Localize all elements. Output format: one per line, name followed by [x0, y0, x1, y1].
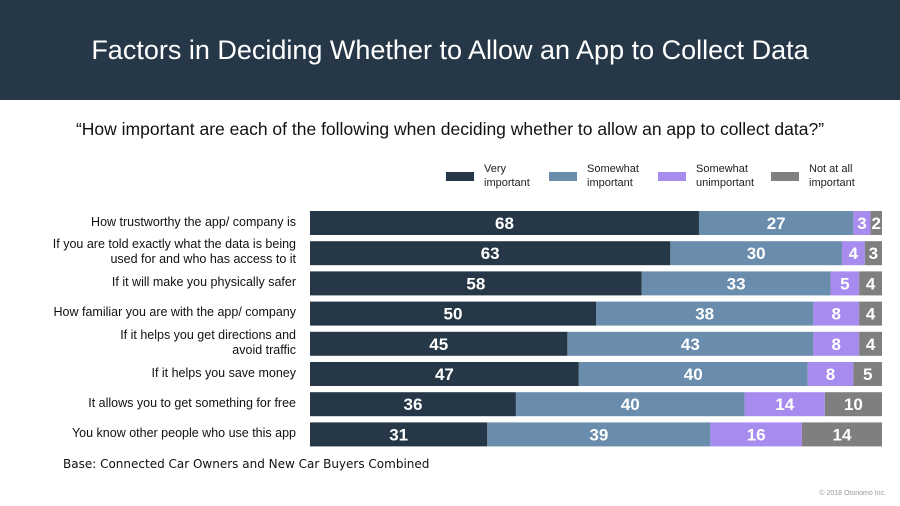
data-label: 58	[466, 274, 485, 293]
category-label: It allows you to get something for free	[88, 395, 296, 410]
data-label: 39	[589, 425, 608, 444]
chart-subtitle: “How important are each of the following…	[75, 119, 825, 139]
title-banner: Factors in Deciding Whether to Allow an …	[0, 0, 900, 100]
data-label: 14	[775, 395, 794, 414]
legend-swatch	[446, 172, 474, 181]
bar-segment	[813, 331, 860, 356]
data-label: 50	[444, 305, 463, 324]
data-label: 8	[832, 305, 841, 324]
base-footnote: Base: Connected Car Owners and New Car B…	[63, 457, 430, 471]
bar-segment	[596, 301, 814, 326]
bar-segment	[824, 392, 882, 417]
bar-segment	[841, 241, 865, 266]
data-label: 36	[403, 395, 422, 414]
bar-segment	[864, 241, 882, 266]
category-label: You know other people who use this app	[71, 425, 296, 440]
data-label: 5	[840, 274, 849, 293]
data-label: 38	[695, 305, 714, 324]
bar-segment	[310, 362, 579, 386]
bar-segment	[310, 271, 642, 296]
bar-segment	[813, 301, 860, 326]
data-label: 2	[872, 214, 881, 233]
bar-segment	[310, 241, 671, 266]
bar-segment	[567, 331, 814, 356]
legend-swatch	[658, 172, 686, 181]
data-label: 8	[832, 335, 841, 354]
data-label: 8	[826, 365, 835, 384]
data-label: 3	[869, 244, 878, 263]
data-label: 68	[495, 214, 514, 233]
bar-segment	[807, 362, 854, 386]
bar-segment	[670, 241, 842, 266]
data-label: 45	[429, 335, 448, 354]
data-label: 31	[389, 425, 408, 444]
category-label: If it helps you get directions and avoid…	[120, 327, 296, 357]
bar-segment	[310, 301, 596, 326]
bar-segment	[641, 271, 831, 296]
legend-label: Somewhat important	[587, 163, 639, 189]
bar-segment	[853, 211, 871, 235]
data-label: 33	[727, 274, 746, 293]
bar-segment	[801, 422, 882, 447]
category-label: If it will make you physically safer	[111, 274, 296, 289]
bar-segment	[710, 422, 802, 447]
data-label: 40	[621, 395, 640, 414]
data-label: 16	[747, 425, 766, 444]
legend-item: Not at all important	[771, 162, 889, 190]
data-label: 47	[435, 365, 454, 384]
data-label: 30	[747, 244, 766, 263]
legend-label: Somewhat unimportant	[696, 163, 755, 189]
legend-swatch	[771, 172, 799, 181]
legend-item: Somewhat important	[549, 162, 667, 190]
data-label: 4	[849, 244, 859, 263]
category-label: How trustworthy the app/ company is	[91, 214, 296, 229]
data-label: 5	[863, 365, 872, 384]
bar-segment	[310, 392, 516, 417]
bar-segment	[870, 211, 882, 235]
bar-segment	[698, 211, 854, 235]
category-label: If it helps you save money	[151, 365, 296, 380]
data-label: 40	[684, 365, 703, 384]
bar-segment	[859, 301, 882, 326]
bar-segment	[310, 211, 699, 235]
data-label: 14	[832, 425, 851, 444]
category-label: If you are told exactly what the data is…	[52, 237, 296, 267]
data-label: 27	[767, 214, 786, 233]
data-label: 10	[844, 395, 863, 414]
copyright-text: © 2018 Otonomo Inc.	[819, 490, 886, 497]
bar-segment	[859, 331, 882, 356]
bar-segment	[487, 422, 711, 447]
data-label: 4	[866, 305, 876, 324]
bar-segment	[830, 271, 860, 296]
bar-segment	[853, 362, 882, 386]
data-label: 4	[866, 274, 876, 293]
data-label: 4	[866, 335, 876, 354]
bar-segment	[744, 392, 825, 417]
bar-segment	[578, 362, 808, 386]
page-title: Factors in Deciding Whether to Allow an …	[91, 34, 809, 65]
legend-label: Not at all important	[809, 163, 855, 189]
data-label: 63	[481, 244, 500, 263]
legend-swatch	[549, 172, 577, 181]
data-label: 3	[857, 214, 866, 233]
legend-item: Very important	[446, 162, 564, 190]
legend-label: Very important	[484, 163, 530, 189]
bar-segment	[310, 331, 568, 356]
legend-item: Somewhat unimportant	[658, 162, 776, 190]
bar-segment	[310, 422, 488, 447]
bar-segment	[859, 271, 882, 296]
category-label: How familiar you are with the app/ compa…	[53, 305, 296, 320]
data-label: 43	[681, 335, 700, 354]
bar-segment	[515, 392, 745, 417]
